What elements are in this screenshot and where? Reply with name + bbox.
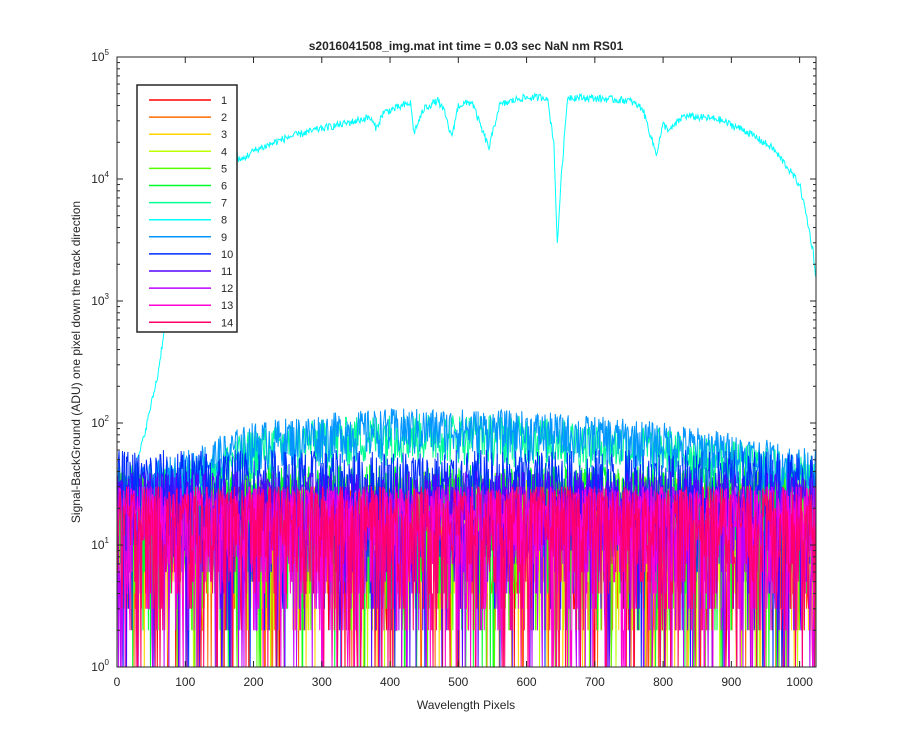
legend-label-12: 12 [221,283,233,295]
x-tick-label: 500 [448,675,468,689]
chart-title: s2016041508_img.mat int time = 0.03 sec … [309,39,624,53]
series-line-9 [116,408,817,528]
legend-label-11: 11 [221,266,232,278]
legend-label-1: 1 [221,95,227,107]
x-tick-label: 800 [653,675,673,689]
x-tick-label: 100 [175,675,195,689]
y-tick-exponent: 2 [105,414,110,423]
legend-label-9: 9 [221,232,227,244]
legend-label-3: 3 [221,129,227,141]
x-tick-label: 700 [585,675,605,689]
x-tick-label: 1000 [786,675,813,689]
legend-label-2: 2 [221,112,227,124]
x-tick-label: 400 [380,675,400,689]
series-line-13 [116,486,817,668]
legend-label-4: 4 [221,146,227,158]
y-tick-exponent: 5 [105,48,110,57]
x-tick-label: 200 [244,675,264,689]
y-tick-exponent: 0 [105,658,110,667]
y-axis-label: Signal-BackGround (ADU) one pixel down t… [69,201,83,523]
y-tick-exponent: 1 [105,536,110,545]
x-tick-label: 300 [312,675,332,689]
y-tick-exponent: 3 [105,292,110,301]
x-tick-label: 600 [517,675,537,689]
legend-label-8: 8 [221,215,227,227]
x-axis-label: Wavelength Pixels [417,698,515,712]
x-tick-label: 0 [114,675,121,689]
legend-label-6: 6 [221,181,227,193]
y-tick-exponent: 4 [105,170,110,179]
x-tick-label: 900 [721,675,741,689]
legend-box [136,84,238,333]
x-axis: 0 100 200 300 400 500 600 700 800 900 1000 [114,57,813,689]
series-line-10 [116,449,817,668]
plot-frame [116,56,817,668]
legend-label-10: 10 [221,249,233,261]
series-line-14 [117,486,817,668]
legend-label-7: 7 [221,198,227,210]
series-layer [116,92,817,668]
legend-label-14: 14 [221,317,233,329]
legend-label-13: 13 [221,300,233,312]
legend-label-5: 5 [221,163,227,175]
